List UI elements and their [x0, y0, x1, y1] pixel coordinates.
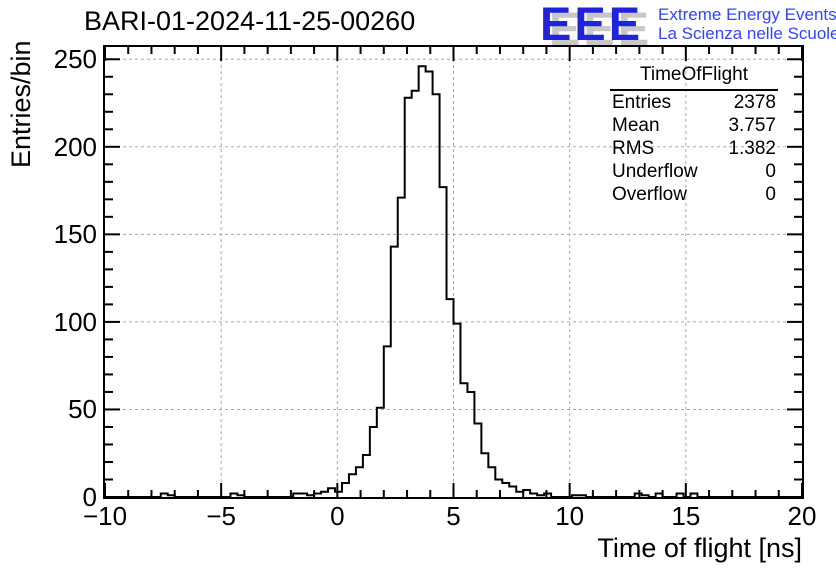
stats-label: RMS: [612, 138, 655, 159]
stats-value: 3.757: [728, 115, 776, 136]
eee-logo-line1: Extreme Energy Events: [658, 5, 836, 24]
stats-box: TimeOfFlight Entries 2378 Mean 3.757 RMS 1.38…: [610, 64, 778, 206]
eee-logo-acronym: EEE: [540, 0, 644, 50]
y-tick-label: 200: [53, 131, 97, 162]
x-tick-label: 15: [671, 501, 701, 531]
stats-row: Overflow 0: [610, 183, 778, 206]
stats-rows: Entries 2378 Mean 3.757 RMS 1.382 Underflow 0 Ov…: [610, 91, 778, 206]
y-tick-label: 150: [53, 219, 97, 250]
x-tick-label: −5: [206, 501, 236, 531]
stats-value: 0: [765, 184, 776, 205]
stats-row: RMS 1.382: [610, 137, 778, 160]
axis-ticks: [105, 47, 802, 497]
stats-value: 1.382: [728, 138, 776, 159]
eee-logo-line2: La Scienza nelle Scuole: [658, 24, 836, 43]
stats-row: Underflow 0: [610, 160, 778, 183]
stats-value: 2378: [733, 92, 776, 113]
plot-frame: [103, 45, 804, 499]
y-tick-label: 100: [53, 306, 97, 337]
stats-label: Mean: [612, 115, 660, 136]
eee-logo-text: Extreme Energy Events La Scienza nelle S…: [658, 0, 836, 43]
x-tick-label: 20: [787, 501, 817, 531]
x-axis-title: Time of flight [ns]: [597, 533, 802, 563]
y-tick-label: 0: [82, 482, 97, 512]
x-tick-label: 0: [330, 501, 345, 531]
stats-label: Entries: [612, 92, 672, 113]
y-tick-label: 250: [53, 44, 97, 75]
histogram-svg: [105, 47, 802, 497]
x-tick-label: 5: [446, 501, 461, 531]
x-tick-label: 10: [555, 501, 585, 531]
stats-label: Overflow: [612, 184, 687, 205]
histogram-line: [105, 65, 802, 497]
stats-value: 0: [765, 161, 776, 182]
stats-row: Entries 2378: [610, 91, 778, 114]
stats-label: Underflow: [612, 161, 698, 182]
y-tick-label: 50: [68, 394, 97, 425]
x-tick-label: −10: [82, 501, 128, 531]
stats-title: TimeOfFlight: [610, 64, 778, 91]
page-title: BARI-01-2024-11-25-00260: [84, 6, 416, 36]
eee-logo: EEE Extreme Energy Events La Scienza nel…: [540, 0, 836, 47]
stats-row: Mean 3.757: [610, 114, 778, 137]
